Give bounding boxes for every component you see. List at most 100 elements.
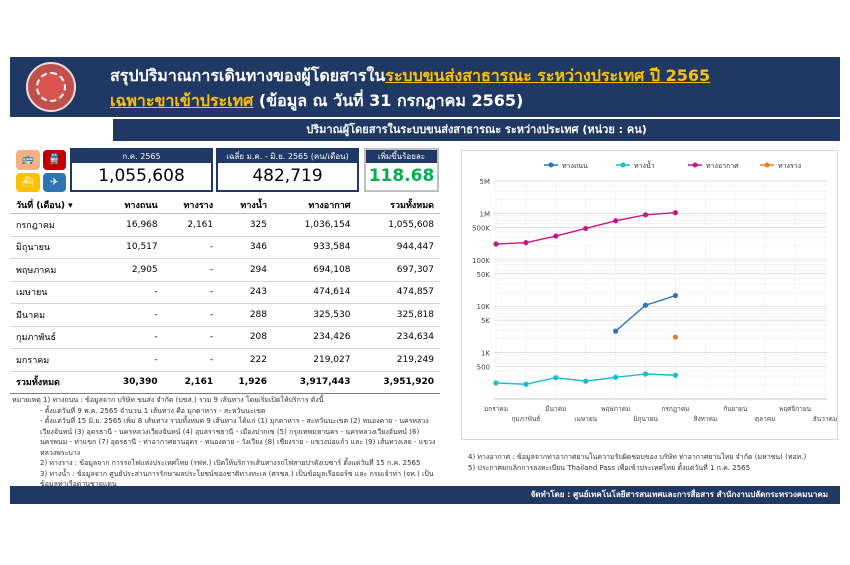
- table-row[interactable]: เมษายน - -243 474,614 474,857: [10, 281, 440, 304]
- y-tick-label: 50K: [477, 271, 491, 279]
- cell-rail: -: [163, 236, 220, 259]
- data-point: [642, 302, 649, 308]
- cell-road: 2,905: [101, 258, 164, 282]
- col-month-sort[interactable]: วันที่ (เดือน) ▾: [10, 196, 102, 214]
- line-chart: 5M 1M 500K 100K 50K 10K 5K 1K 500 มกราคมกุมภาพันธ…: [472, 159, 837, 423]
- cell-water: 243: [219, 281, 274, 304]
- footer-credit: จัดทำโดย : ศูนย์เทคโนโลยีสารสนเทศและการส…: [10, 486, 840, 504]
- data-point: [642, 212, 649, 218]
- col-total[interactable]: รวมทั้งหมด: [356, 196, 440, 214]
- data-point: [523, 240, 529, 246]
- data-point: [583, 378, 589, 384]
- section-banner: ปริมาณผู้โดยสารในระบบขนส่งสาธารณะ ระหว่า…: [113, 119, 840, 141]
- y-tick-label: 1M: [480, 210, 491, 218]
- x-tick-label: เมษายน: [574, 415, 597, 423]
- col-air[interactable]: ทางอากาศ: [273, 196, 357, 214]
- cell-total: 1,055,608: [356, 213, 440, 237]
- kpi-increase: เพิ่มขึ้นร้อยละ 118.68: [364, 148, 439, 192]
- cell-road: 10,517: [101, 236, 164, 259]
- page-subtitle: เฉพาะขาเข้าประเทศ (ข้อมูล ณ วันที่ 31 กร…: [110, 91, 524, 110]
- total-total: 3,951,920: [356, 371, 440, 394]
- cell-month: มิถุนายน: [10, 236, 102, 259]
- x-tick-label: ตุลาคม: [755, 415, 776, 423]
- train-icon: 🚆: [42, 150, 66, 170]
- table-header-row: วันที่ (เดือน) ▾ ทางถนน ทางราง ทางน้ำ ทา…: [10, 196, 440, 214]
- legend-label: ทางถนน: [562, 162, 588, 170]
- cell-water: 325: [219, 213, 274, 237]
- table-total-row: รวมทั้งหมด 30,390 2,161 1,926 3,917,443 3,951…: [10, 371, 440, 394]
- x-tick-label: กรกฎาคม: [661, 405, 689, 413]
- cell-water: 288: [219, 303, 274, 327]
- total-water: 1,926: [219, 371, 274, 394]
- legend-label: ทางราง: [778, 162, 801, 170]
- cell-month: มกราคม: [10, 348, 102, 372]
- chart-container: 5M 1M 500K 100K 50K 10K 5K 1K 500 มกราคม กุมภาพันธ…: [461, 150, 838, 440]
- data-point: [493, 380, 499, 386]
- x-tick-label: สิงหาคม: [693, 415, 717, 423]
- legend-label: ทางอากาศ: [706, 162, 739, 170]
- legend-marker: [548, 162, 554, 168]
- passenger-table: วันที่ (เดือน) ▾ ทางถนน ทางราง ทางน้ำ ทา…: [10, 196, 440, 394]
- total-air: 3,917,443: [273, 371, 357, 394]
- total-road: 30,390: [101, 371, 164, 394]
- cell-road: -: [101, 348, 164, 372]
- cell-rail: -: [163, 303, 220, 327]
- cell-total: 234,634: [356, 326, 440, 349]
- table-row[interactable]: กรกฎาคม 16,968 2,161 325 1,036,154 1,055,608: [10, 213, 440, 237]
- y-tick-label: 10K: [477, 303, 491, 311]
- col-rail[interactable]: ทางราง: [163, 196, 220, 214]
- table-row[interactable]: กุมภาพันธ์ - -208 234,426 234,634: [10, 326, 440, 349]
- kpi-current-month: ก.ค. 2565 1,055,608: [70, 148, 213, 192]
- legend-label: ทางน้ำ: [634, 159, 655, 170]
- data-point: [583, 225, 589, 232]
- x-tick-label: มิถุนายน: [633, 415, 658, 423]
- cell-air: 234,426: [273, 326, 357, 349]
- y-tick-label: 500K: [472, 224, 490, 232]
- notes-right: 4) ทางอากาศ : ข้อมูลจากท่าอากาศยานในความ…: [468, 453, 807, 472]
- col-road[interactable]: ทางถนน: [101, 196, 164, 214]
- cell-air: 1,036,154: [273, 213, 357, 237]
- total-month: รวมทั้งหมด: [10, 371, 102, 394]
- table-row[interactable]: มกราคม - -222 219,027 219,249: [10, 348, 440, 372]
- cell-total: 325,818: [356, 303, 440, 327]
- y-tick-label: 100K: [472, 257, 490, 265]
- cell-water: 346: [219, 236, 274, 259]
- table-row[interactable]: พฤษภาคม 2,905-294 694,108 697,307: [10, 258, 440, 282]
- cell-rail: -: [163, 258, 220, 282]
- cell-rail: 2,161: [163, 213, 220, 237]
- header-bar: [10, 57, 840, 117]
- legend-marker: [620, 162, 626, 168]
- cell-rail: -: [163, 281, 220, 304]
- transport-icons: 🚌 🚆 ⛴ ✈: [16, 150, 66, 192]
- cell-total: 219,249: [356, 348, 440, 372]
- data-point: [672, 334, 679, 340]
- x-tick-label: พฤษภาคม: [601, 405, 630, 413]
- kpi-average: เฉลี่ย ม.ค. - มิ.ย. 2565 (คน/เดือน) 482,…: [216, 148, 359, 192]
- cell-air: 933,584: [273, 236, 357, 259]
- cell-water: 208: [219, 326, 274, 349]
- data-point: [642, 371, 649, 377]
- col-water[interactable]: ทางน้ำ: [219, 196, 274, 214]
- ship-icon: ⛴: [16, 172, 40, 192]
- y-tick-label: 5K: [481, 317, 490, 325]
- cell-total: 697,307: [356, 258, 440, 282]
- x-tick-label: มกราคม: [484, 405, 508, 413]
- cell-road: -: [101, 303, 164, 327]
- y-tick-label: 5M: [480, 178, 491, 186]
- cell-rail: -: [163, 326, 220, 349]
- page-title: สรุปปริมาณการเดินทางของผู้โดยสารในระบบขน…: [110, 66, 711, 85]
- y-tick-label: 1K: [481, 350, 490, 358]
- data-point: [672, 372, 679, 378]
- data-point: [493, 241, 499, 247]
- table-row[interactable]: มีนาคม - -288 325,530 325,818: [10, 303, 440, 327]
- data-point: [613, 218, 619, 224]
- cell-month: กรกฎาคม: [10, 213, 102, 237]
- cell-month: มีนาคม: [10, 303, 102, 327]
- cell-road: -: [101, 326, 164, 349]
- data-point: [523, 381, 529, 387]
- cell-month: พฤษภาคม: [10, 258, 102, 282]
- cell-air: 219,027: [273, 348, 357, 372]
- table-row[interactable]: มิถุนายน 10,517-346 933,584 944,447: [10, 236, 440, 259]
- cell-total: 944,447: [356, 236, 440, 259]
- cell-month: กุมภาพันธ์: [10, 326, 102, 349]
